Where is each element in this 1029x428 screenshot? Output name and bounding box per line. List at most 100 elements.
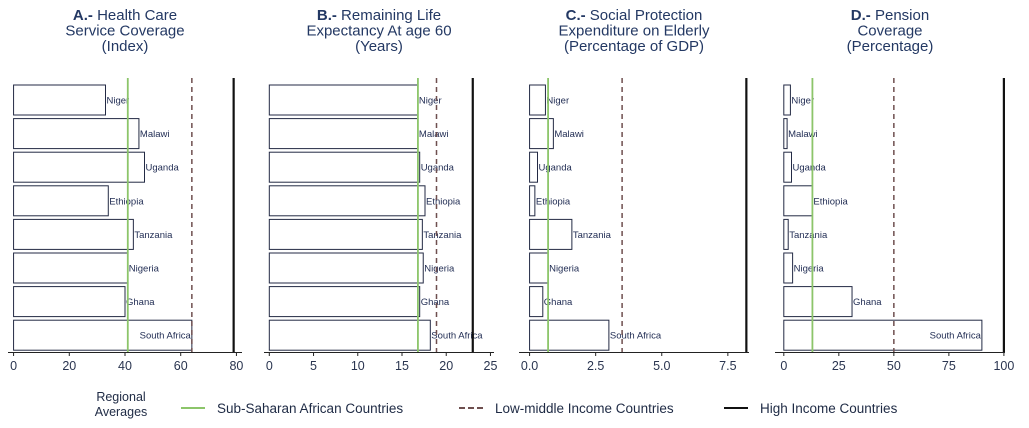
bar-label: Niger [419,96,442,107]
x-tick-label: 0 [780,359,787,373]
panel-title-text: Health Care [97,7,177,24]
x-tick-label: 5.0 [653,359,670,373]
panel-title-text: Pension [875,7,929,24]
bar [13,252,129,284]
panel-title-label: A.- [73,7,97,24]
panel-c: C.- Social Protection Expenditure on Elde… [519,7,749,373]
x-tick-label: 0.0 [521,359,538,373]
bar [13,84,107,116]
panel-d: D.- Pension Coverage (Percentage) Niger Mala… [775,7,1014,373]
panel-title-line: D.- Pension [851,7,929,24]
panel-title-line: (Index) [102,38,149,55]
bar [529,218,573,250]
panel-a: A.- Health Care Service Coverage (Index) Ni… [8,7,243,373]
bar-label: Nigeria [424,264,455,275]
bar [529,185,536,217]
bar [529,252,549,284]
bar-label: Nigeria [549,264,580,275]
legend-title: Regional Averages [86,390,156,420]
legend-item-lmic: Low-middle Income Countries [459,388,674,428]
x-tick-label: 100 [993,359,1014,373]
bar-label: Ethiopia [813,196,848,207]
x-tick-label: 15 [395,359,409,373]
x-tick-label: 50 [887,359,901,373]
bar [13,286,126,318]
bar-label: South Africa [930,331,982,342]
bar-label: Niger [107,96,130,107]
bar [529,286,544,318]
bar [529,319,610,351]
x-tick-label: 10 [351,359,365,373]
legend-key-lmic [459,407,483,409]
legend-title-line1: Regional [96,390,146,404]
bar-label: Uganda [421,163,455,174]
bar [268,118,419,150]
bar [783,185,813,217]
bar-label: Tanzania [134,230,173,241]
bar [268,286,421,318]
bar-label: Niger [791,96,814,107]
bar-label: Tanzania [789,230,828,241]
bar-label: Malawi [788,129,818,140]
chart-legend: Regional Averages Sub-Saharan African Co… [0,388,1029,426]
legend-key-hic [724,407,748,409]
bar-label: Uganda [793,163,827,174]
bar [783,218,789,250]
bar-label: Ethiopia [536,196,571,207]
panel-title-line: Expenditure on Elderly [559,23,710,40]
panel-title-line: Coverage [857,23,922,40]
x-tick-label: 60 [174,359,188,373]
legend-title-line2: Averages [94,405,148,419]
x-tick-label: 2.5 [587,359,604,373]
panel-title-label: D.- [851,7,875,24]
panel-title-label: B.- [317,7,341,24]
bar-label: Nigeria [794,264,825,275]
panel-title-line: Service Coverage [65,23,184,40]
bar [783,319,983,351]
bar [529,151,539,183]
panel-title-line: (Percentage) [847,38,934,55]
x-tick-label: 25 [832,359,846,373]
bar [783,252,794,284]
bar [13,118,140,150]
bar [783,84,791,116]
x-tick-label: 7.5 [719,359,736,373]
bar-label: Ethiopia [109,196,144,207]
bar [268,84,419,116]
bar-label: South Africa [610,331,662,342]
panel-b: B.- Remaining Life Expectancy At age 60 (Y… [264,7,497,373]
x-tick-label: 0 [266,359,273,373]
x-tick-label: 20 [62,359,76,373]
bar-label: Tanzania [423,230,462,241]
bar-label: Uganda [539,163,573,174]
legend-label-lmic: Low-middle Income Countries [495,400,674,416]
panel-title-line: A.- Health Care [73,7,177,24]
panel-title: B.- Remaining Life Expectancy At age 60 (Y… [306,7,451,55]
panel-title: D.- Pension Coverage (Percentage) [847,7,934,55]
bar-label: Nigeria [129,264,160,275]
panel-title-line: (Percentage of GDP) [564,38,704,55]
x-tick-label: 5 [310,359,317,373]
panel-title-label: C.- [566,7,590,24]
bar [13,319,193,351]
legend-item-hic: High Income Countries [724,388,897,428]
bar-label: South Africa [140,331,192,342]
bar [268,319,431,351]
bar-label: Ethiopia [426,196,461,207]
panel-title: C.- Social Protection Expenditure on Elde… [559,7,710,55]
chart-figure: A.- Health Care Service Coverage (Index) Ni… [8,7,1014,373]
legend-label-ssa: Sub-Saharan African Countries [217,400,404,416]
panel-title-line: C.- Social Protection [566,7,703,24]
legend-item-ssa: Sub-Saharan African Countries [181,388,403,428]
x-tick-label: 20 [439,359,453,373]
bar-label: Malawi [419,129,449,140]
legend-label-hic: High Income Countries [760,400,898,416]
bar [783,151,793,183]
x-tick-label: 80 [229,359,243,373]
bar [529,118,554,150]
bar-label: Ghana [544,297,573,308]
bar-label: Uganda [146,163,180,174]
panel-title: A.- Health Care Service Coverage (Index) [65,7,184,55]
bar [268,252,424,284]
bar-label: Tanzania [573,230,612,241]
